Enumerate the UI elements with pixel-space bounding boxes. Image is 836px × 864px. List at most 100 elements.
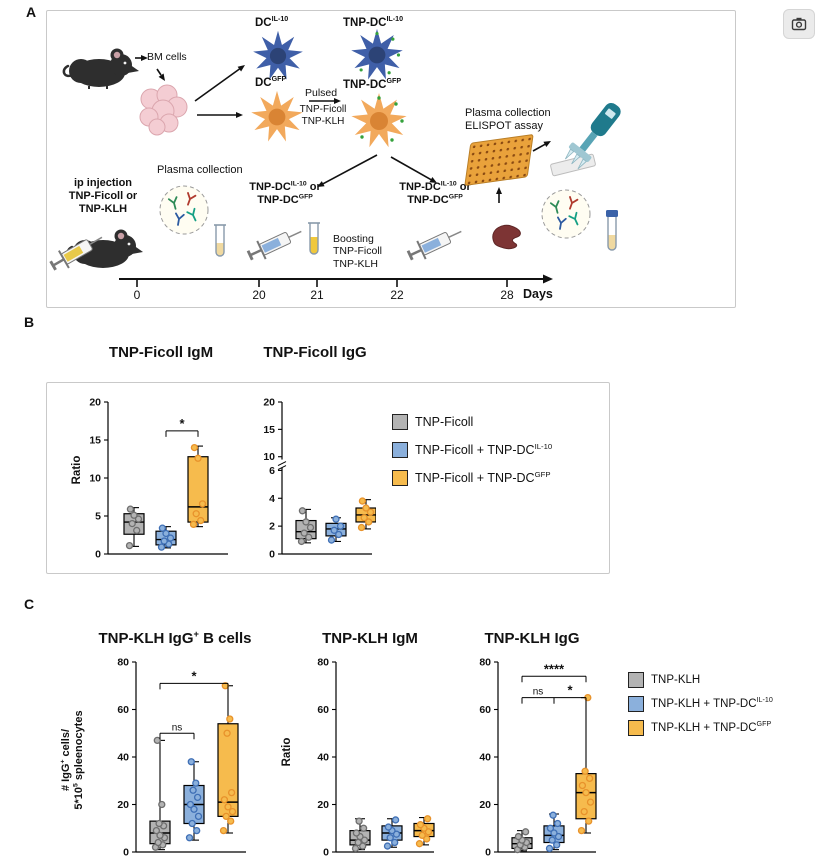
ip-injection-label: ip injection TNP-Ficoll or TNP-KLH [68, 177, 138, 215]
legend-item: TNP-Ficoll [392, 414, 552, 430]
svg-text:80: 80 [317, 657, 329, 669]
tnp-dc-gfp-label: TNP-DCGFP [343, 77, 402, 91]
svg-text:4: 4 [269, 493, 275, 505]
panel-c-letter: C [24, 596, 35, 612]
dc-gfp-label: DCGFP [255, 75, 287, 89]
svg-text:40: 40 [317, 752, 329, 764]
panel-a-schematic: BM cells DCIL-10 DCGFP [46, 10, 736, 308]
svg-text:80: 80 [117, 657, 129, 669]
y-axis-label-ratio: Ratio [281, 737, 293, 767]
svg-text:5: 5 [95, 511, 101, 523]
syringe-icon [241, 214, 313, 277]
svg-text:0: 0 [123, 847, 129, 859]
dc-il10-label: DCIL-10 [255, 15, 289, 29]
svg-text:20: 20 [317, 799, 329, 811]
svg-text:6: 6 [269, 465, 275, 477]
arrows-timeline-overlay [119, 55, 553, 287]
boosting-antigens-label: Boosting TNP-Ficoll TNP-KLH [333, 233, 382, 270]
timeline-unit-label: Days [523, 287, 553, 301]
svg-text:*: * [567, 683, 573, 698]
dc-gfp-cell-icon [249, 89, 305, 150]
plasma-tube-icon [603, 209, 621, 266]
svg-text:10: 10 [263, 451, 275, 463]
svg-text:20: 20 [479, 799, 491, 811]
legend-label: TNP-Ficoll + TNP-DCGFP [415, 469, 551, 485]
chart-title-tnp-ficoll-igg: TNP-Ficoll IgG [263, 344, 367, 361]
panel-b-plot-box [46, 382, 610, 574]
svg-text:0: 0 [269, 549, 275, 561]
svg-text:0: 0 [485, 847, 491, 859]
panel-a-letter: A [26, 4, 37, 20]
legend-item: TNP-Ficoll + TNP-DCGFP [392, 470, 552, 486]
timeline-tick-20: 20 [252, 288, 266, 302]
svg-text:*: * [179, 416, 185, 431]
legend-swatch-gray [628, 672, 644, 688]
legend-label: TNP-KLH + TNP-DCIL-10 [651, 696, 773, 710]
legend-label: TNP-KLH [651, 674, 701, 686]
pulsed-label: Pulsed [305, 87, 338, 99]
plasma-magnifier-icon [157, 183, 211, 242]
svg-text:ns: ns [172, 722, 183, 733]
plasma-magnifier-icon [539, 187, 593, 246]
timeline-tick-22: 22 [390, 288, 404, 302]
syringe-icon [401, 214, 473, 277]
legend-label: TNP-KLH + TNP-DCGFP [651, 720, 772, 734]
svg-text:40: 40 [479, 752, 491, 764]
timeline-tick-21: 21 [310, 288, 324, 302]
legend-swatch-orange [628, 720, 644, 736]
mouse-icon [59, 35, 145, 98]
plasma-elispot-label: Plasma collection ELISPOT assay [465, 107, 551, 132]
legend-label: TNP-Ficoll + TNP-DCIL-10 [415, 441, 553, 457]
boxplot-tnp-ficoll-igm: 0 5 10 15 20 * [89, 397, 228, 561]
svg-text:60: 60 [117, 704, 129, 716]
svg-text:0: 0 [323, 847, 329, 859]
legend-label: TNP-Ficoll [415, 415, 474, 429]
boxplot-tnp-klh-igm: 0 20 40 60 80 [317, 657, 435, 859]
svg-text:10: 10 [89, 473, 101, 485]
spleen-icon [489, 221, 525, 258]
plasma-collection-label: Plasma collection [157, 164, 243, 176]
svg-text:80: 80 [479, 657, 491, 669]
svg-text:20: 20 [263, 397, 275, 409]
camera-icon [791, 17, 807, 31]
pipette-icon [545, 95, 641, 186]
antigen-tube-icon [305, 219, 323, 270]
svg-text:20: 20 [89, 397, 101, 409]
legend-panel-c: TNP-KLH TNP-KLH + TNP-DCIL-10 TNP-KLH + … [628, 672, 773, 744]
legend-swatch-blue [392, 442, 408, 458]
svg-text:****: **** [544, 661, 565, 676]
svg-text:0: 0 [95, 549, 101, 561]
legend-item: TNP-KLH [628, 672, 773, 688]
legend-item: TNP-KLH + TNP-DCIL-10 [628, 696, 773, 712]
chart-title-tnp-ficoll-igm: TNP-Ficoll IgM [108, 344, 214, 361]
svg-text:40: 40 [117, 752, 129, 764]
legend-swatch-orange [392, 470, 408, 486]
legend-item: TNP-Ficoll + TNP-DCIL-10 [392, 442, 552, 458]
legend-swatch-gray [392, 414, 408, 430]
svg-text:60: 60 [317, 704, 329, 716]
svg-text:*: * [191, 668, 197, 683]
svg-text:20: 20 [117, 799, 129, 811]
y-axis-label-bcells: # IgG+ cells/ 5*105 spleenocytes [59, 710, 86, 810]
timeline-tick-0: 0 [133, 288, 141, 302]
chart-title-tnp-klh-igm: TNP-KLH IgM [322, 630, 418, 647]
panel-b-letter: B [24, 314, 35, 330]
tnp-dc-gfp-cell-icon [349, 91, 409, 156]
pulsed-antigens-label: TNP-Ficoll TNP-KLH [299, 104, 347, 127]
boost-day21-label: TNP-DCIL-10 or TNP-DCGFP [249, 180, 321, 206]
timeline-tick-28: 28 [500, 288, 514, 302]
dc-il10-cell-icon [251, 29, 305, 88]
syringe-icon [43, 221, 115, 287]
bm-cell-cluster-icon [133, 79, 193, 144]
chart-title-tnp-klh-bcells: TNP-KLH IgG+ B cells [98, 629, 252, 647]
svg-text:2: 2 [269, 521, 275, 533]
svg-text:15: 15 [89, 435, 101, 447]
screenshot-button[interactable] [783, 9, 815, 39]
svg-text:60: 60 [479, 704, 491, 716]
legend-item: TNP-KLH + TNP-DCGFP [628, 720, 773, 736]
legend-swatch-blue [628, 696, 644, 712]
tnp-dc-il10-cell-icon [349, 27, 405, 88]
plasma-tube-icon [211, 221, 229, 272]
legend-panel-b: TNP-Ficoll TNP-Ficoll + TNP-DCIL-10 TNP-… [392, 414, 552, 498]
